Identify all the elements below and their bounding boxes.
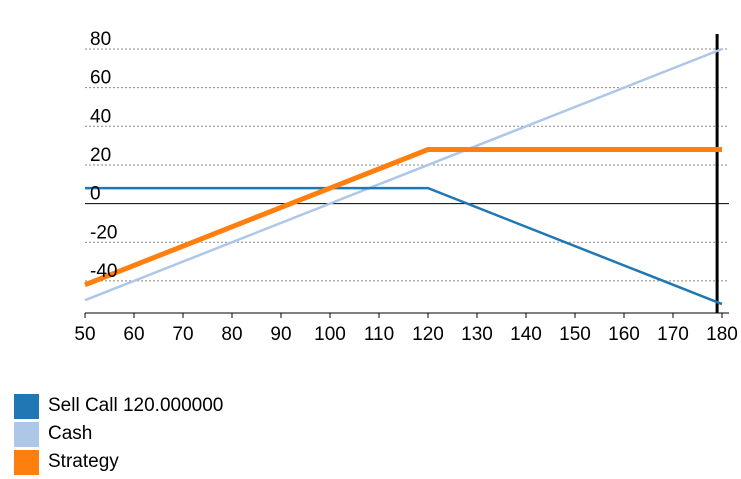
x-tick-label-100: 100 <box>314 324 346 345</box>
legend-label-sell-call: Sell Call 120.000000 <box>48 395 224 416</box>
y-tick-label-80: 80 <box>90 29 111 50</box>
y-tick-label--40: -40 <box>90 261 117 282</box>
series-line-sell-call <box>85 186 723 306</box>
x-tick-label-130: 130 <box>461 324 493 345</box>
series-line-strategy <box>84 146 722 288</box>
y-tick-label-40: 40 <box>90 106 111 127</box>
y-tick-label-0: 0 <box>90 184 101 205</box>
legend-item-strategy[interactable]: Strategy <box>14 448 223 476</box>
legend-swatch-strategy <box>14 449 39 475</box>
x-tick-label-170: 170 <box>657 324 689 345</box>
legend-item-sell-call[interactable]: Sell Call 120.000000 <box>14 392 223 420</box>
y-tick-label-20: 20 <box>90 145 111 166</box>
x-tick-label-180: 180 <box>706 324 738 345</box>
x-tick-label-80: 80 <box>221 324 242 345</box>
x-tick-label-120: 120 <box>412 324 444 345</box>
payoff-chart: 80 60 40 20 0 -20 -40 50 60 70 80 90 100 110 120 130 140… <box>74 29 737 345</box>
legend-label-cash: Cash <box>48 423 93 444</box>
y-tick-label-60: 60 <box>90 68 111 89</box>
x-tick-label-60: 60 <box>123 324 144 345</box>
series-lines <box>84 47 723 306</box>
x-tick-label-160: 160 <box>608 324 640 345</box>
x-tick-label-110: 110 <box>364 324 394 345</box>
x-tick-label-90: 90 <box>270 324 291 345</box>
axes <box>84 34 729 318</box>
x-tick-label-50: 50 <box>74 324 95 345</box>
x-tick-label-150: 150 <box>559 324 591 345</box>
series-line-cash <box>84 47 723 302</box>
legend-swatch-cash <box>14 421 39 447</box>
tick-labels: 80 60 40 20 0 -20 -40 50 60 70 80 90 100 110 120 130 140… <box>74 29 737 345</box>
x-tick-label-140: 140 <box>510 324 542 345</box>
y-tick-label--20: -20 <box>90 222 117 243</box>
x-tick-label-70: 70 <box>172 324 193 345</box>
legend-swatch-sell-call <box>14 393 39 419</box>
legend-item-cash[interactable]: Cash <box>14 420 223 448</box>
legend-label-strategy: Strategy <box>48 451 119 472</box>
legend: Sell Call 120.000000 Cash Strategy <box>14 392 223 476</box>
